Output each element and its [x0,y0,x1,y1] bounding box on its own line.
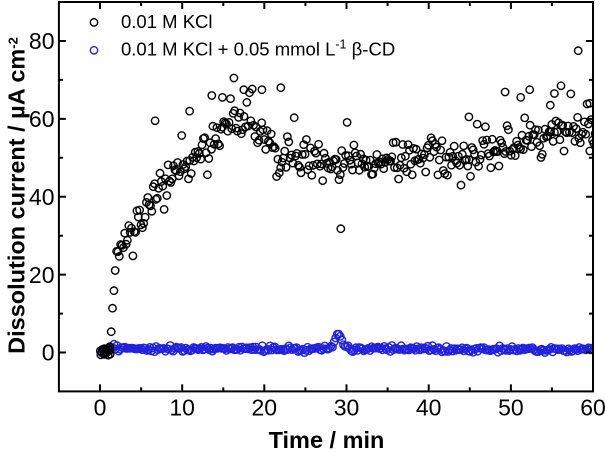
svg-text:Time / min: Time / min [269,427,385,452]
svg-text:60: 60 [580,395,605,421]
svg-text:60: 60 [29,106,55,132]
svg-text:20: 20 [29,262,55,288]
svg-text:40: 40 [29,184,55,210]
svg-text:0: 0 [94,395,107,421]
svg-text:40: 40 [416,395,442,421]
svg-text:Dissolution current / µA cm-2: Dissolution current / µA cm-2 [4,37,30,354]
svg-text:50: 50 [498,395,524,421]
svg-text:80: 80 [29,28,55,54]
svg-text:0: 0 [42,340,55,366]
svg-text:30: 30 [334,395,360,421]
svg-text:20: 20 [252,395,278,421]
svg-text:0.01 M KCl: 0.01 M KCl [121,11,213,32]
svg-text:10: 10 [169,395,195,421]
svg-text:0.01 M KCl + 0.05 mmol L-1 β-C: 0.01 M KCl + 0.05 mmol L-1 β-CD [121,38,395,60]
